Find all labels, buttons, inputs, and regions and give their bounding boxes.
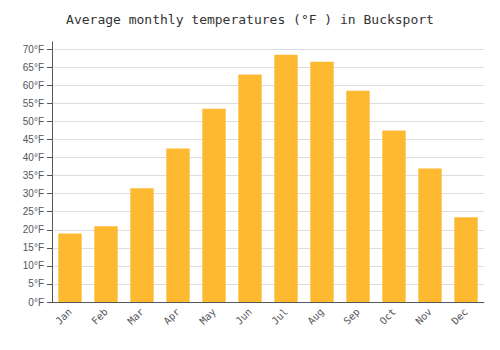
svg-text:55°F: 55°F [23,98,44,109]
svg-text:60°F: 60°F [23,80,44,91]
svg-text:Jan: Jan [53,306,74,327]
svg-text:65°F: 65°F [23,62,44,73]
svg-text:45°F: 45°F [23,134,44,145]
svg-text:20°F: 20°F [23,224,44,235]
svg-text:15°F: 15°F [23,242,44,253]
svg-text:5°F: 5°F [28,278,44,289]
svg-text:40°F: 40°F [23,152,44,163]
svg-text:10°F: 10°F [23,260,44,271]
svg-text:Jun: Jun [233,306,254,327]
svg-text:25°F: 25°F [23,206,44,217]
svg-text:Aug: Aug [305,306,326,327]
svg-text:Feb: Feb [89,306,110,327]
svg-text:Oct: Oct [377,306,398,327]
svg-text:50°F: 50°F [23,116,44,127]
svg-text:30°F: 30°F [23,188,44,199]
svg-text:0°F: 0°F [28,297,44,308]
svg-text:May: May [197,306,218,327]
svg-text:Dec: Dec [449,306,470,327]
svg-text:35°F: 35°F [23,170,44,181]
svg-text:Nov: Nov [413,306,434,327]
svg-text:Apr: Apr [161,306,182,327]
svg-text:Mar: Mar [125,306,146,327]
svg-text:Average monthly temperatures (: Average monthly temperatures (°F ) in Bu… [66,12,434,27]
svg-text:Sep: Sep [341,306,362,327]
svg-text:Jul: Jul [269,306,290,327]
svg-text:70°F: 70°F [23,44,44,55]
